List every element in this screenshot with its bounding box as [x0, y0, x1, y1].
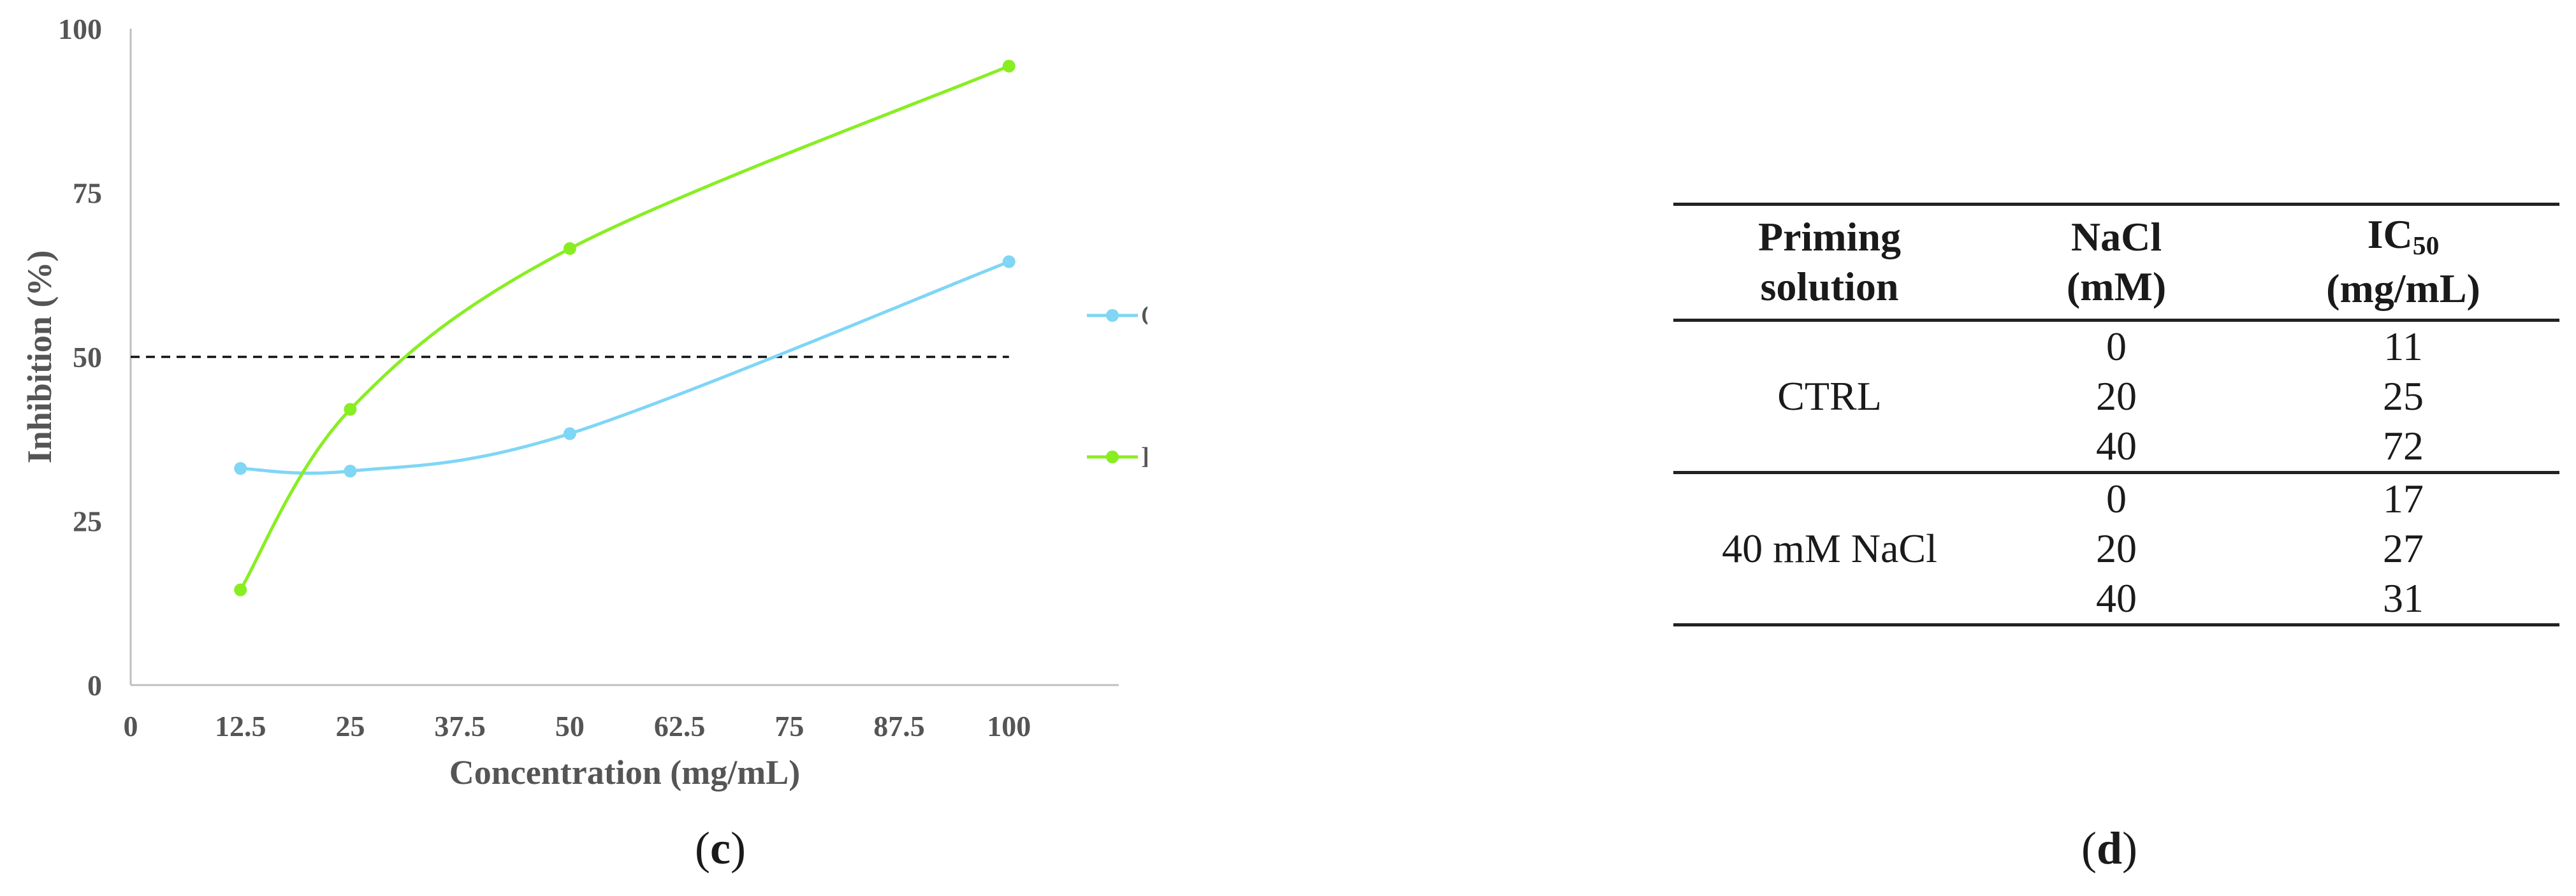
- chart-axes: 0 25 50 75 100 0 12.5 25 37.5 50 62.5 75 87.5 100: [58, 13, 1119, 742]
- x-axis-title: Concentration (mg/mL): [449, 753, 800, 791]
- x-tick-label: 25: [335, 710, 365, 742]
- ic50-cell: 25: [2383, 373, 2424, 419]
- data-point: [563, 242, 576, 256]
- panel-label-c-close: ): [730, 823, 746, 874]
- legend-label-0: CTRL 40 mM NaCl: [1141, 299, 1147, 333]
- inhibition-line-chart: 0 25 50 75 100 0 12.5 25 37.5 50 62.5 75 87.5 100 CTR…: [20, 13, 1147, 791]
- data-point: [344, 403, 357, 416]
- x-tick-label: 37.5: [434, 710, 486, 742]
- panel-label-c: (c): [695, 822, 746, 875]
- header-ic50-main: IC: [2367, 212, 2413, 257]
- header-nacl: NaCl (mM): [1986, 205, 2247, 321]
- data-point: [344, 465, 357, 478]
- y-tick-label: 50: [73, 341, 102, 373]
- nacl-cell: 0: [2106, 476, 2127, 521]
- group-name-ctrl: CTRL: [1777, 373, 1882, 419]
- series-line-1: [239, 64, 1010, 591]
- data-point: [563, 427, 576, 440]
- header-ic50-line1: IC50: [2247, 210, 2559, 264]
- series-group: [234, 59, 1015, 596]
- ic50-cell: 72: [2383, 423, 2424, 468]
- header-ic50-sub: 50: [2412, 231, 2440, 261]
- table-row: 20 25: [1673, 372, 2559, 421]
- panel-label-c-open: (: [695, 823, 710, 874]
- header-nacl-line2: (mM): [2066, 263, 2167, 309]
- panel-label-c-letter: c: [709, 823, 731, 874]
- nacl-cell: 20: [2096, 373, 2137, 419]
- group-name-primed: 40 mM NaCl: [1722, 526, 1937, 571]
- ic50-cell: 27: [2383, 526, 2424, 571]
- x-tick-label: 75: [775, 710, 804, 742]
- legend-label-1: Primed 40 mM NaCl: [1141, 440, 1147, 474]
- nacl-cell: 0: [2106, 324, 2127, 369]
- x-tick-label: 87.5: [873, 710, 925, 742]
- table-row: 20 27: [1673, 524, 2559, 574]
- table-header-row: Priming solution NaCl (mM) IC50 (mg/mL): [1673, 204, 2559, 321]
- legend-marker-0: [1106, 309, 1119, 322]
- panel-label-d: (d): [2081, 822, 2137, 875]
- header-ic50-line2: (mg/mL): [2326, 266, 2480, 311]
- y-axis-title: Inhibition (%): [20, 250, 59, 464]
- x-tick-label: 50: [555, 710, 585, 742]
- ic50-cell: 11: [2383, 324, 2423, 369]
- y-tick-label: 100: [58, 13, 102, 45]
- table-row: 40 mM NaCl 0 17: [1673, 472, 2559, 571]
- nacl-cell: 40: [2096, 575, 2137, 621]
- x-tick-label: 100: [987, 710, 1031, 742]
- nacl-cell: 40: [2096, 423, 2137, 468]
- data-point: [1002, 255, 1015, 268]
- header-priming-solution: Priming solution: [1673, 205, 1986, 321]
- y-tick-label: 0: [87, 669, 102, 702]
- header-ic50: IC50 (mg/mL): [2247, 205, 2559, 321]
- data-point: [1002, 59, 1015, 73]
- header-priming-line1: Priming: [1758, 213, 1901, 259]
- ic50-cell: 31: [2383, 575, 2424, 621]
- y-tick-label: 25: [73, 505, 102, 538]
- panel-label-d-open: (: [2081, 823, 2097, 874]
- x-tick-label: 12.5: [215, 710, 266, 742]
- x-tick-label: 0: [124, 710, 138, 742]
- data-point: [234, 462, 247, 475]
- header-priming-line2: solution: [1760, 263, 1899, 309]
- legend-marker-1: [1106, 451, 1119, 463]
- ic50-cell: 17: [2383, 476, 2424, 521]
- table-row: CTRL 0 11: [1673, 321, 2559, 419]
- panel-label-d-close: ): [2122, 823, 2138, 874]
- y-tick-label: 75: [73, 177, 102, 210]
- series-line-0: [240, 260, 1010, 475]
- table-row: 40 31: [1673, 574, 2559, 625]
- header-nacl-line1: NaCl: [2070, 213, 2162, 259]
- legend: CTRL 40 mM NaCl Primed 40 mM NaCl: [1087, 299, 1147, 474]
- data-point: [234, 583, 247, 596]
- x-tick-label: 62.5: [654, 710, 706, 742]
- table-row: 40 72: [1673, 421, 2559, 473]
- nacl-cell: 20: [2096, 526, 2137, 571]
- ic50-table: Priming solution NaCl (mM) IC50 (mg/mL) …: [1673, 203, 2559, 626]
- panel-label-d-letter: d: [2096, 823, 2123, 874]
